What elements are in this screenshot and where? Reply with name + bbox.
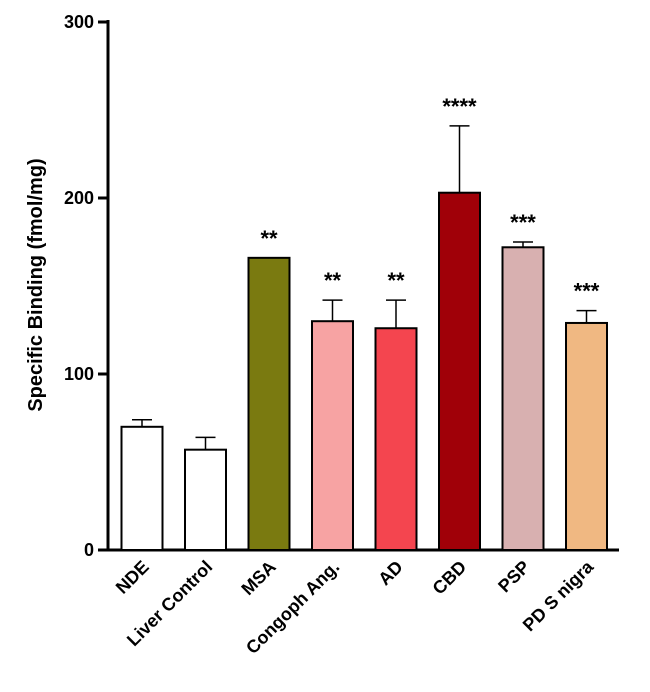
bar: [374, 327, 418, 551]
significance-label: **: [324, 268, 342, 293]
bar: [501, 246, 545, 551]
category-label: AD: [374, 557, 407, 590]
bar: [184, 448, 227, 551]
significance-label: ***: [574, 279, 600, 304]
y-axis-label: Specific Binding (fmol/mg): [25, 158, 47, 411]
y-tick-label: 100: [64, 364, 94, 384]
bar: [247, 256, 291, 551]
bars: **** ************: [120, 94, 608, 552]
bar: [120, 425, 164, 551]
bar: [438, 191, 481, 551]
category-label: CBD: [429, 557, 471, 599]
y-tick-label: 200: [64, 188, 94, 208]
significance-label: ***: [510, 210, 536, 235]
significance-label: ****: [442, 94, 477, 119]
significance-label: **: [260, 226, 278, 251]
bar: [311, 320, 354, 552]
significance-label: **: [387, 268, 405, 293]
bar: [565, 321, 608, 551]
category-label: PSP: [494, 557, 534, 597]
y-tick-label: 0: [84, 540, 94, 560]
category-label: MSA: [237, 557, 279, 599]
y-tick-label: 300: [64, 12, 94, 32]
category-label: NDE: [112, 557, 153, 598]
